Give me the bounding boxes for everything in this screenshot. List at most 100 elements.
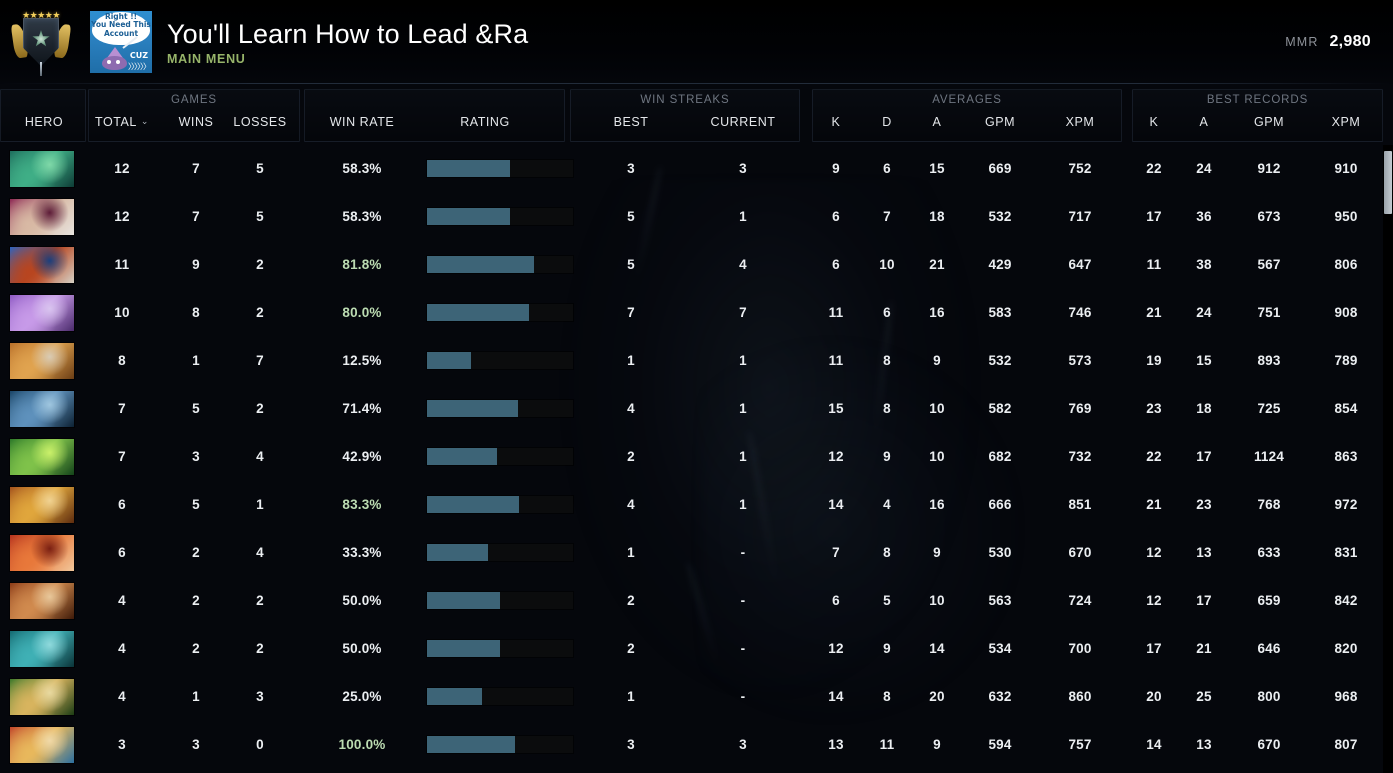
rating-bar xyxy=(427,640,573,657)
cell-streak_cur: 3 xyxy=(739,161,747,176)
hero-portrait[interactable] xyxy=(10,295,74,331)
rating-bar-fill xyxy=(427,352,471,369)
column-header-best_xpm[interactable]: XPM xyxy=(1317,115,1375,129)
cell-avg_gpm: 429 xyxy=(988,257,1012,272)
hero-portrait[interactable] xyxy=(10,679,74,715)
cell-avg_gpm: 632 xyxy=(988,689,1012,704)
table-row[interactable]: 7 3 4 2 1 12 9 10 682 732 22 17 1124 863 42.9% xyxy=(0,433,1393,481)
averages-group xyxy=(812,89,1122,142)
cell-avg_d: 10 xyxy=(879,257,895,272)
table-row[interactable]: 12 7 5 5 1 6 7 18 532 717 17 36 673 950 58.3% xyxy=(0,193,1393,241)
table-row[interactable]: 4 2 2 2 - 12 9 14 534 700 17 21 646 820 50.0% xyxy=(0,625,1393,673)
cell-losses: 3 xyxy=(256,689,264,704)
cell-avg_k: 14 xyxy=(828,689,844,704)
column-header-total[interactable]: TOTAL ⌄ xyxy=(90,115,154,129)
hero-portrait[interactable] xyxy=(10,583,74,619)
cell-streak_cur: 3 xyxy=(739,737,747,752)
column-header-avg_gpm[interactable]: GPM xyxy=(971,115,1029,129)
cell-wins: 7 xyxy=(192,161,200,176)
table-row[interactable]: 11 9 2 5 4 6 10 21 429 647 11 38 567 806 81.8% xyxy=(0,241,1393,289)
cell-best_gpm: 1124 xyxy=(1253,449,1285,464)
table-row[interactable]: 7 5 2 4 1 15 8 10 582 769 23 18 725 854 71.4% xyxy=(0,385,1393,433)
rating-bar xyxy=(427,688,573,705)
cell-avg_xpm: 757 xyxy=(1068,737,1092,752)
hero-portrait[interactable] xyxy=(10,199,74,235)
table-row[interactable]: 6 5 1 4 1 14 4 16 666 851 21 23 768 972 83.3% xyxy=(0,481,1393,529)
hero-portrait[interactable] xyxy=(10,151,74,187)
cell-streak_cur: - xyxy=(740,641,746,656)
vertical-scrollbar[interactable] xyxy=(1383,145,1393,773)
column-header-avg_xpm[interactable]: XPM xyxy=(1051,115,1109,129)
cell-avg_xpm: 851 xyxy=(1068,497,1092,512)
cell-avg_d: 5 xyxy=(883,593,891,608)
cell-streak_cur: 4 xyxy=(739,257,747,272)
cell-best_k: 23 xyxy=(1146,401,1162,416)
column-header-label: WIN RATE xyxy=(329,115,395,129)
table-row[interactable]: 6 2 4 1 - 7 8 9 530 670 12 13 633 831 33.3% xyxy=(0,529,1393,577)
cell-avg_k: 6 xyxy=(832,257,840,272)
cell-avg_k: 6 xyxy=(832,209,840,224)
table-row[interactable]: 12 7 5 3 3 9 6 15 669 752 22 24 912 910 58.3% xyxy=(0,145,1393,193)
mmr-value: 2,980 xyxy=(1329,33,1371,50)
column-header-label: RATING xyxy=(460,115,510,129)
column-header-hero[interactable]: HERO xyxy=(9,115,79,129)
cell-losses: 2 xyxy=(256,257,264,272)
cell-avg_a: 16 xyxy=(929,305,945,320)
cell-avg_k: 11 xyxy=(828,305,844,320)
column-header-best_gpm[interactable]: GPM xyxy=(1240,115,1298,129)
cell-win-rate: 83.3% xyxy=(342,497,382,512)
hero-portrait[interactable] xyxy=(10,727,74,763)
cell-best_a: 24 xyxy=(1196,305,1212,320)
hero-portrait[interactable] xyxy=(10,247,74,283)
cell-avg_gpm: 532 xyxy=(988,209,1012,224)
cell-streak_best: 1 xyxy=(627,353,635,368)
column-header-losses[interactable]: LOSSES xyxy=(224,115,296,129)
hero-portrait[interactable] xyxy=(10,391,74,427)
avatar[interactable]: Right !! You Need This Account CUZ 〉〉〉〉〉… xyxy=(90,11,152,73)
table-row[interactable]: 3 3 0 3 3 13 11 9 594 757 14 13 670 807 100.0% xyxy=(0,721,1393,769)
column-header-rating[interactable]: RATING xyxy=(445,115,525,129)
table-row[interactable]: 4 1 3 1 - 14 8 20 632 860 20 25 800 968 25.0% xyxy=(0,673,1393,721)
column-header-best_a[interactable]: A xyxy=(1183,115,1225,129)
column-header-streak_cur[interactable]: CURRENT xyxy=(702,115,784,129)
cell-best_k: 20 xyxy=(1146,689,1162,704)
rating-bar xyxy=(427,256,573,273)
cell-best_gpm: 567 xyxy=(1257,257,1281,272)
scrollbar-thumb[interactable] xyxy=(1384,151,1392,215)
rating-bar xyxy=(427,544,573,561)
cell-avg_gpm: 532 xyxy=(988,353,1012,368)
column-header-win_rate[interactable]: WIN RATE xyxy=(319,115,405,129)
cell-total: 7 xyxy=(118,401,126,416)
cell-avg_xpm: 717 xyxy=(1068,209,1092,224)
cell-avg_gpm: 594 xyxy=(988,737,1012,752)
table-row[interactable]: 4 2 2 2 - 6 5 10 563 724 12 17 659 842 50.0% xyxy=(0,577,1393,625)
cell-win-rate: 33.3% xyxy=(342,545,382,560)
column-header-best_k[interactable]: K xyxy=(1133,115,1175,129)
cell-avg_d: 8 xyxy=(883,689,891,704)
column-header-avg_k[interactable]: K xyxy=(815,115,857,129)
rating-bar xyxy=(427,592,573,609)
table-row[interactable]: 8 1 7 1 1 11 8 9 532 573 19 15 893 789 12.5% xyxy=(0,337,1393,385)
cell-win-rate: 58.3% xyxy=(342,209,382,224)
cell-best_k: 21 xyxy=(1146,305,1162,320)
main-menu-link[interactable]: MAIN MENU xyxy=(167,51,246,66)
hero-portrait[interactable] xyxy=(10,439,74,475)
hero-portrait[interactable] xyxy=(10,343,74,379)
column-header-wins[interactable]: WINS xyxy=(167,115,225,129)
cell-avg_xpm: 732 xyxy=(1068,449,1092,464)
cell-streak_cur: - xyxy=(740,545,746,560)
cell-avg_a: 9 xyxy=(933,353,941,368)
column-header-streak_best[interactable]: BEST xyxy=(601,115,661,129)
cell-best_a: 24 xyxy=(1196,161,1212,176)
column-header-avg_a[interactable]: A xyxy=(916,115,958,129)
hero-portrait[interactable] xyxy=(10,535,74,571)
hero-portrait[interactable] xyxy=(10,487,74,523)
rank-medal-icon: ★★★★★ xyxy=(10,6,72,78)
cell-best_a: 17 xyxy=(1196,449,1212,464)
table-row[interactable]: 10 8 2 7 7 11 6 16 583 746 21 24 751 908 80.0% xyxy=(0,289,1393,337)
cell-total: 4 xyxy=(118,689,126,704)
column-header-avg_d[interactable]: D xyxy=(866,115,908,129)
cell-streak_best: 5 xyxy=(627,209,635,224)
rating-bar xyxy=(427,736,573,753)
hero-portrait[interactable] xyxy=(10,631,74,667)
